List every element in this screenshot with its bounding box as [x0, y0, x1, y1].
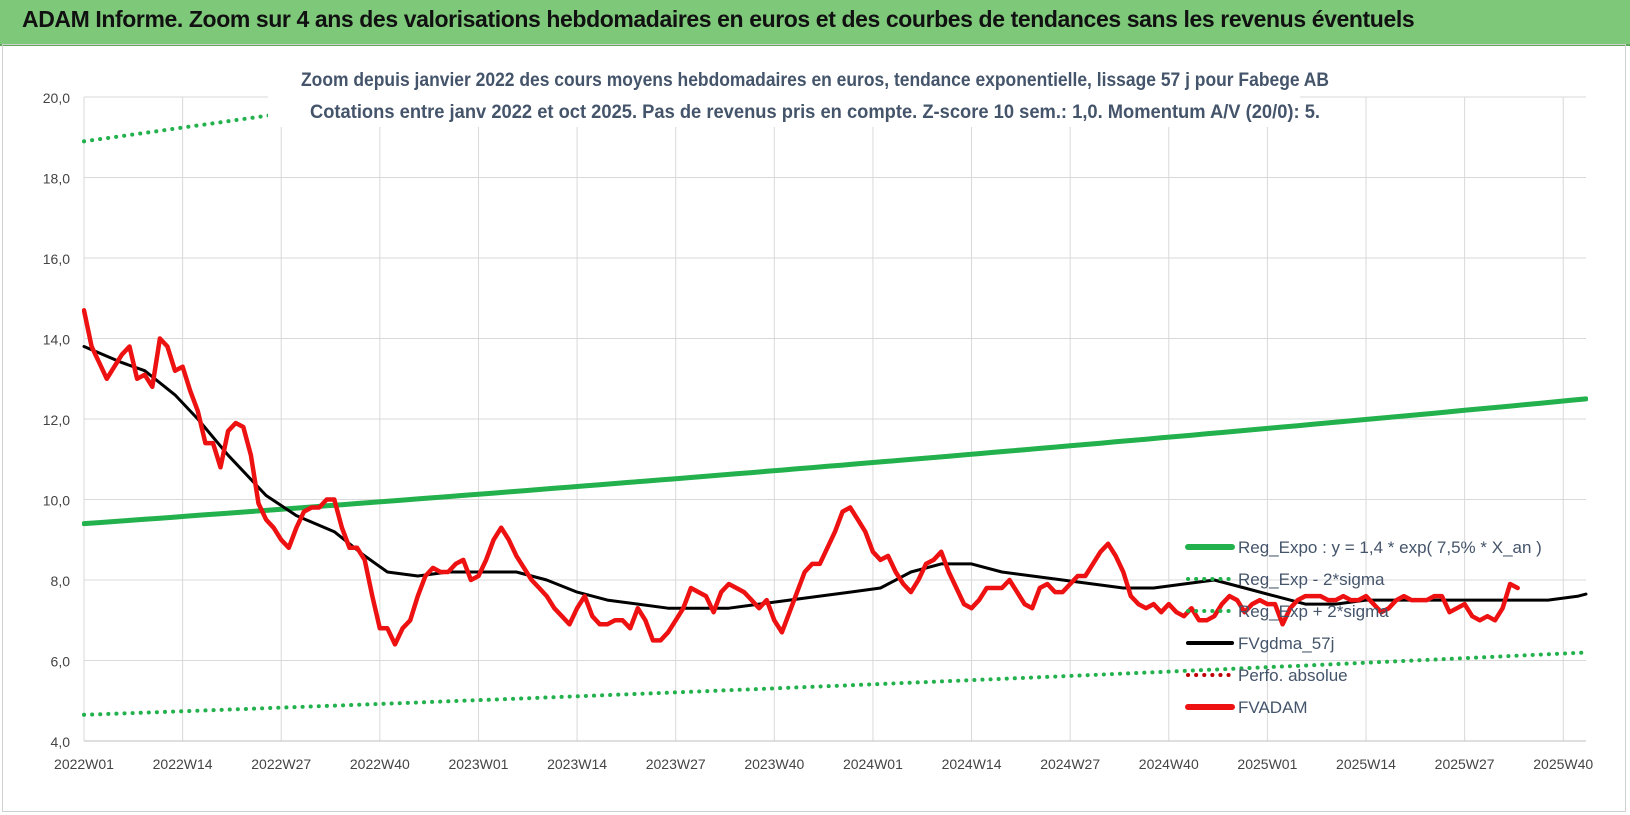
chart-axes: 4,0 6,0 8,0 10,0 12,0 14,0 16,0 18,0 20,0 2022W01… [43, 90, 1594, 772]
x-tick-label: 2024W14 [942, 756, 1002, 772]
legend-label: FVgdma_57j [1238, 634, 1334, 653]
title-background [268, 59, 1300, 127]
x-tick-label: 2023W40 [744, 756, 804, 772]
legend-label: Reg_Exp + 2*sigma [1238, 602, 1389, 621]
x-tick-label: 2022W14 [153, 756, 213, 772]
x-tick-label: 2024W01 [843, 756, 903, 772]
x-tick-label: 2023W14 [547, 756, 607, 772]
x-tick-label: 2023W01 [448, 756, 508, 772]
legend-label: FVADAM [1238, 698, 1308, 717]
y-tick-label: 18,0 [43, 171, 70, 187]
x-tick-label: 2023W27 [646, 756, 706, 772]
price-chart: 4,0 6,0 8,0 10,0 12,0 14,0 16,0 18,0 20,0 2022W01… [43, 59, 1594, 772]
chart-title: Zoom depuis janvier 2022 des cours moyen… [268, 59, 1329, 127]
y-tick-label: 20,0 [43, 90, 70, 106]
series-fvgdma-57j [82, 345, 1588, 610]
x-tick-label: 2022W27 [251, 756, 311, 772]
x-tick-label: 2025W01 [1237, 756, 1297, 772]
x-tick-label: 2024W40 [1139, 756, 1199, 772]
chart-title-line: Zoom depuis janvier 2022 des cours moyen… [301, 70, 1329, 91]
chart-grid [83, 96, 1586, 742]
chart-legend: Reg_Expo : y = 1,4 * exp( 7,5% * X_an ) R… [1185, 538, 1542, 717]
x-tick-label: 2022W01 [54, 756, 114, 772]
x-tick-label: 2022W40 [350, 756, 410, 772]
y-tick-label: 10,0 [43, 493, 70, 509]
y-tick-label: 12,0 [43, 412, 70, 428]
y-tick-label: 6,0 [51, 654, 71, 670]
title-banner: ADAM Informe. Zoom sur 4 ans des valoris… [0, 0, 1630, 46]
y-tick-label: 8,0 [51, 573, 71, 589]
y-tick-label: 14,0 [43, 332, 70, 348]
series-fvadam [82, 308, 1520, 647]
chart-title-line: Cotations entre janv 2022 et oct 2025. P… [310, 102, 1320, 123]
y-tick-label: 4,0 [51, 734, 71, 750]
x-tick-label: 2024W27 [1040, 756, 1100, 772]
legend-label: Reg_Expo : y = 1,4 * exp( 7,5% * X_an ) [1238, 538, 1542, 557]
series-reg-exp-2-sigma [82, 650, 1588, 717]
series-reg-expo-y-1-4-exp-7-5-x-an [82, 396, 1588, 527]
y-tick-label: 16,0 [43, 251, 70, 267]
legend-label: Perfo. absolue [1238, 666, 1348, 685]
x-tick-label: 2025W27 [1435, 756, 1495, 772]
x-tick-label: 2025W40 [1533, 756, 1593, 772]
legend-label: Reg_Exp - 2*sigma [1238, 570, 1385, 589]
x-tick-label: 2025W14 [1336, 756, 1396, 772]
banner-title: ADAM Informe. Zoom sur 4 ans des valoris… [22, 6, 1415, 32]
